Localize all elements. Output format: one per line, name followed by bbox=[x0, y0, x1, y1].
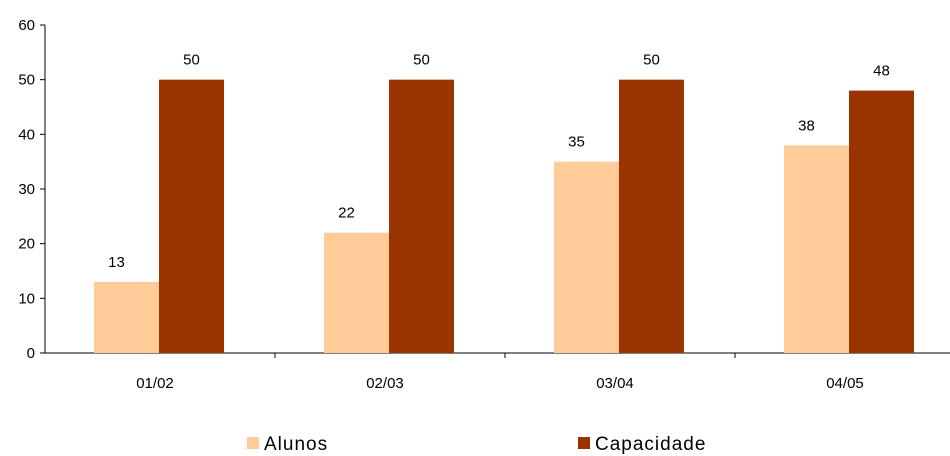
legend-label: Capacidade bbox=[595, 434, 706, 455]
bar-capacidade-04-05 bbox=[849, 90, 914, 353]
y-tick-label: 10 bbox=[18, 290, 35, 307]
bar-capacidade-03-04 bbox=[619, 79, 684, 354]
bars bbox=[94, 79, 914, 354]
legend-label: Alunos bbox=[264, 434, 328, 455]
legend-swatch bbox=[247, 437, 259, 449]
legend-swatch bbox=[578, 437, 590, 449]
y-tick-label: 30 bbox=[18, 181, 35, 198]
bar-alunos-02-03 bbox=[324, 232, 389, 353]
data-labels: 13 50 22 50 35 50 38 48 bbox=[108, 52, 890, 271]
data-label: 50 bbox=[183, 52, 200, 69]
y-axis-ticks: 0 10 20 30 40 50 60 bbox=[18, 17, 45, 362]
bar-capacidade-01-02 bbox=[159, 79, 224, 354]
x-tick-label: 04/05 bbox=[826, 375, 864, 392]
data-label: 48 bbox=[873, 63, 890, 80]
y-tick-label: 20 bbox=[18, 236, 35, 253]
y-tick-label: 50 bbox=[18, 72, 35, 89]
legend: Alunos Capacidade bbox=[247, 434, 706, 455]
data-label: 35 bbox=[568, 134, 585, 151]
data-label: 22 bbox=[338, 205, 355, 222]
data-label: 50 bbox=[643, 52, 660, 69]
y-tick-label: 40 bbox=[18, 126, 35, 143]
x-tick-label: 02/03 bbox=[366, 375, 404, 392]
bar-alunos-01-02 bbox=[94, 281, 159, 353]
bar-alunos-04-05 bbox=[784, 145, 849, 353]
bar-alunos-03-04 bbox=[554, 161, 619, 353]
y-tick-label: 60 bbox=[18, 17, 35, 34]
x-tick-label: 01/02 bbox=[136, 375, 174, 392]
x-axis-labels: 01/02 02/03 03/04 04/05 bbox=[136, 375, 864, 392]
data-label: 38 bbox=[798, 117, 815, 134]
x-tick-label: 03/04 bbox=[596, 375, 634, 392]
y-tick-label: 0 bbox=[27, 345, 35, 362]
data-label: 13 bbox=[108, 254, 125, 271]
bar-capacidade-02-03 bbox=[389, 79, 454, 354]
data-label: 50 bbox=[413, 52, 430, 69]
